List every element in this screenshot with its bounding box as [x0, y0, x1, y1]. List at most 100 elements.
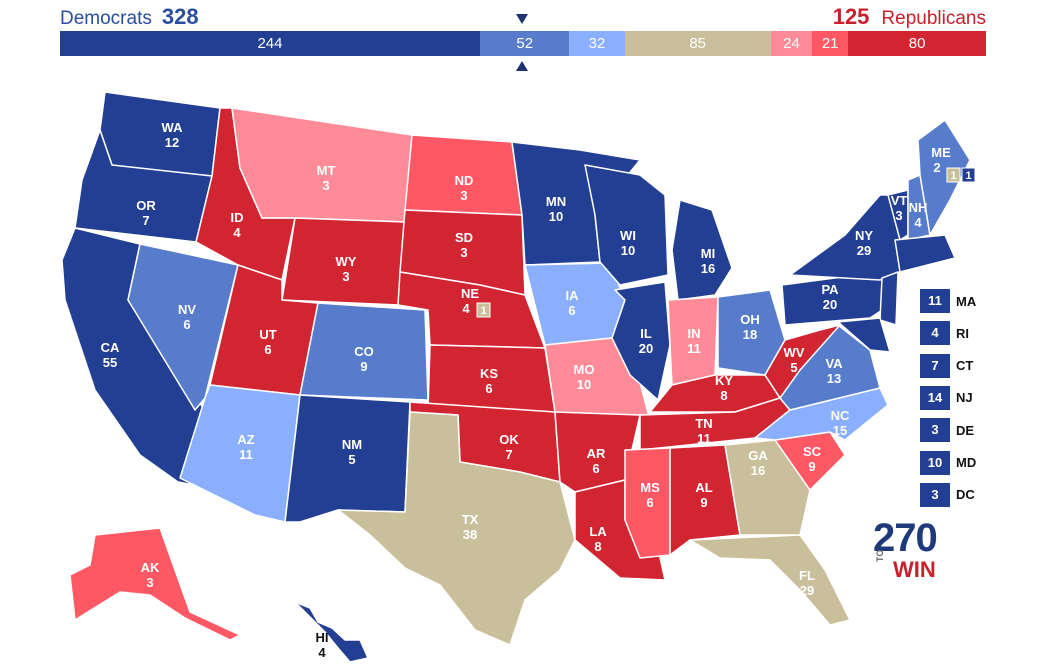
state-ny[interactable]: [789, 194, 906, 281]
state-ev-sc: 9: [808, 459, 815, 474]
state-ms[interactable]: [624, 447, 671, 559]
small-state-de[interactable]: 3 DE: [920, 418, 990, 443]
state-wi[interactable]: [584, 164, 669, 286]
republicans-header: 125 Republicans: [833, 4, 986, 30]
small-state-ev: 4: [920, 321, 950, 346]
state-label-la: LA: [589, 524, 607, 539]
state-ev-wy: 3: [342, 269, 349, 284]
state-ev-vt: 3: [895, 208, 902, 223]
state-label-az: AZ: [237, 432, 254, 447]
state-label-pa: PA: [821, 282, 839, 297]
logo-win: WIN: [893, 557, 936, 582]
split-box-me-cd1[interactable]: [961, 167, 976, 183]
small-state-ev: 11: [920, 289, 950, 313]
state-wa[interactable]: [99, 91, 221, 177]
state-label-ks: KS: [480, 366, 498, 381]
state-label-il: IL: [640, 326, 652, 341]
state-ev-ny: 29: [857, 243, 871, 258]
split-value-me-cd2: 1: [950, 170, 956, 182]
bar-segment-0: 244: [60, 31, 480, 56]
state-ga[interactable]: [724, 439, 811, 536]
state-ak[interactable]: [69, 527, 241, 641]
state-label-wi: WI: [620, 228, 636, 243]
state-ev-sd: 3: [460, 245, 467, 260]
state-ev-mi: 16: [701, 261, 715, 276]
state-label-ga: GA: [748, 448, 768, 463]
state-label-oh: OH: [740, 312, 760, 327]
state-ev-mo: 10: [577, 377, 591, 392]
state-label-wv: WV: [784, 345, 805, 360]
split-box-me-cd2[interactable]: [946, 167, 961, 183]
state-ev-mn: 10: [549, 209, 563, 224]
state-ev-hi: 4: [318, 645, 326, 660]
state-ev-nd: 3: [460, 188, 467, 203]
bar-segment-1: 52: [479, 31, 570, 56]
bar-segment-4: 24: [770, 31, 813, 56]
state-me[interactable]: [917, 119, 971, 236]
270-marker-bottom-icon: [516, 61, 528, 71]
state-ev-ar: 6: [592, 461, 599, 476]
state-wv[interactable]: [764, 324, 841, 399]
state-ev-co: 9: [360, 359, 367, 374]
state-hi[interactable]: [294, 601, 369, 663]
state-mi[interactable]: [671, 199, 733, 301]
state-il[interactable]: [611, 281, 671, 401]
state-label-mt: MT: [317, 163, 336, 178]
state-ev-ut: 6: [264, 342, 271, 357]
small-state-ma[interactable]: 11 MA: [920, 289, 990, 313]
small-state-ev: 14: [920, 385, 950, 410]
state-label-ny: NY: [855, 228, 873, 243]
state-ev-az: 11: [239, 447, 253, 462]
state-label-ne: NE: [461, 286, 479, 301]
state-label-vt: VT: [891, 193, 908, 208]
logo-number: 270: [873, 516, 938, 560]
small-state-abbr: MA: [956, 293, 977, 309]
split-value-ne-cd2: 1: [480, 305, 486, 317]
small-state-nj[interactable]: 14 NJ: [920, 385, 990, 410]
logo-to: TO: [875, 549, 885, 562]
state-label-ky: KY: [715, 373, 733, 388]
state-ev-il: 20: [639, 341, 653, 356]
bar-segment-3: 85: [624, 31, 771, 56]
state-ev-tx: 38: [463, 527, 477, 542]
state-tx[interactable]: [337, 411, 576, 646]
state-ev-ak: 3: [146, 575, 153, 590]
state-label-co: CO: [354, 344, 374, 359]
small-state-abbr: DE: [956, 422, 975, 438]
small-state-md[interactable]: 10 MD: [920, 450, 990, 475]
state-label-al: AL: [695, 480, 712, 495]
state-ev-tn: 11: [697, 431, 711, 446]
small-state-dc[interactable]: 3 DC: [920, 482, 990, 507]
small-state-abbr: NJ: [956, 390, 973, 406]
state-ev-nc: 15: [833, 423, 847, 438]
state-ev-oh: 18: [743, 327, 757, 342]
state-new-england-remainder[interactable]: [894, 234, 956, 273]
small-state-abbr: MD: [956, 455, 977, 470]
state-ev-ia: 6: [568, 303, 575, 318]
small-state-ev: 3: [920, 418, 950, 443]
state-fl[interactable]: [689, 534, 851, 626]
republicans-total: 125: [832, 4, 870, 29]
split-box-ne-cd2[interactable]: [476, 302, 491, 318]
state-ev-nv: 6: [183, 317, 190, 332]
bar-segment-2: 32: [569, 31, 625, 56]
bar-segment-6: 80: [848, 31, 986, 56]
state-al[interactable]: [669, 444, 741, 556]
state-ev-nm: 5: [348, 452, 355, 467]
small-state-ev: 3: [920, 482, 950, 507]
state-md-de[interactable]: [837, 317, 891, 353]
state-label-nh: NH: [909, 200, 928, 215]
small-state-ct[interactable]: 7 CT: [920, 353, 990, 378]
state-ev-va: 13: [827, 371, 841, 386]
270towin-logo: 270 TO WIN: [873, 518, 948, 583]
state-label-tn: TN: [695, 416, 712, 431]
state-nv[interactable]: [127, 243, 239, 411]
state-label-ar: AR: [587, 446, 606, 461]
state-ev-pa: 20: [823, 297, 837, 312]
state-ev-or: 7: [142, 213, 149, 228]
state-nj[interactable]: [879, 271, 899, 326]
state-label-id: ID: [231, 210, 244, 225]
state-ev-wa: 12: [165, 135, 179, 150]
small-state-ri[interactable]: 4 RI: [920, 321, 990, 346]
